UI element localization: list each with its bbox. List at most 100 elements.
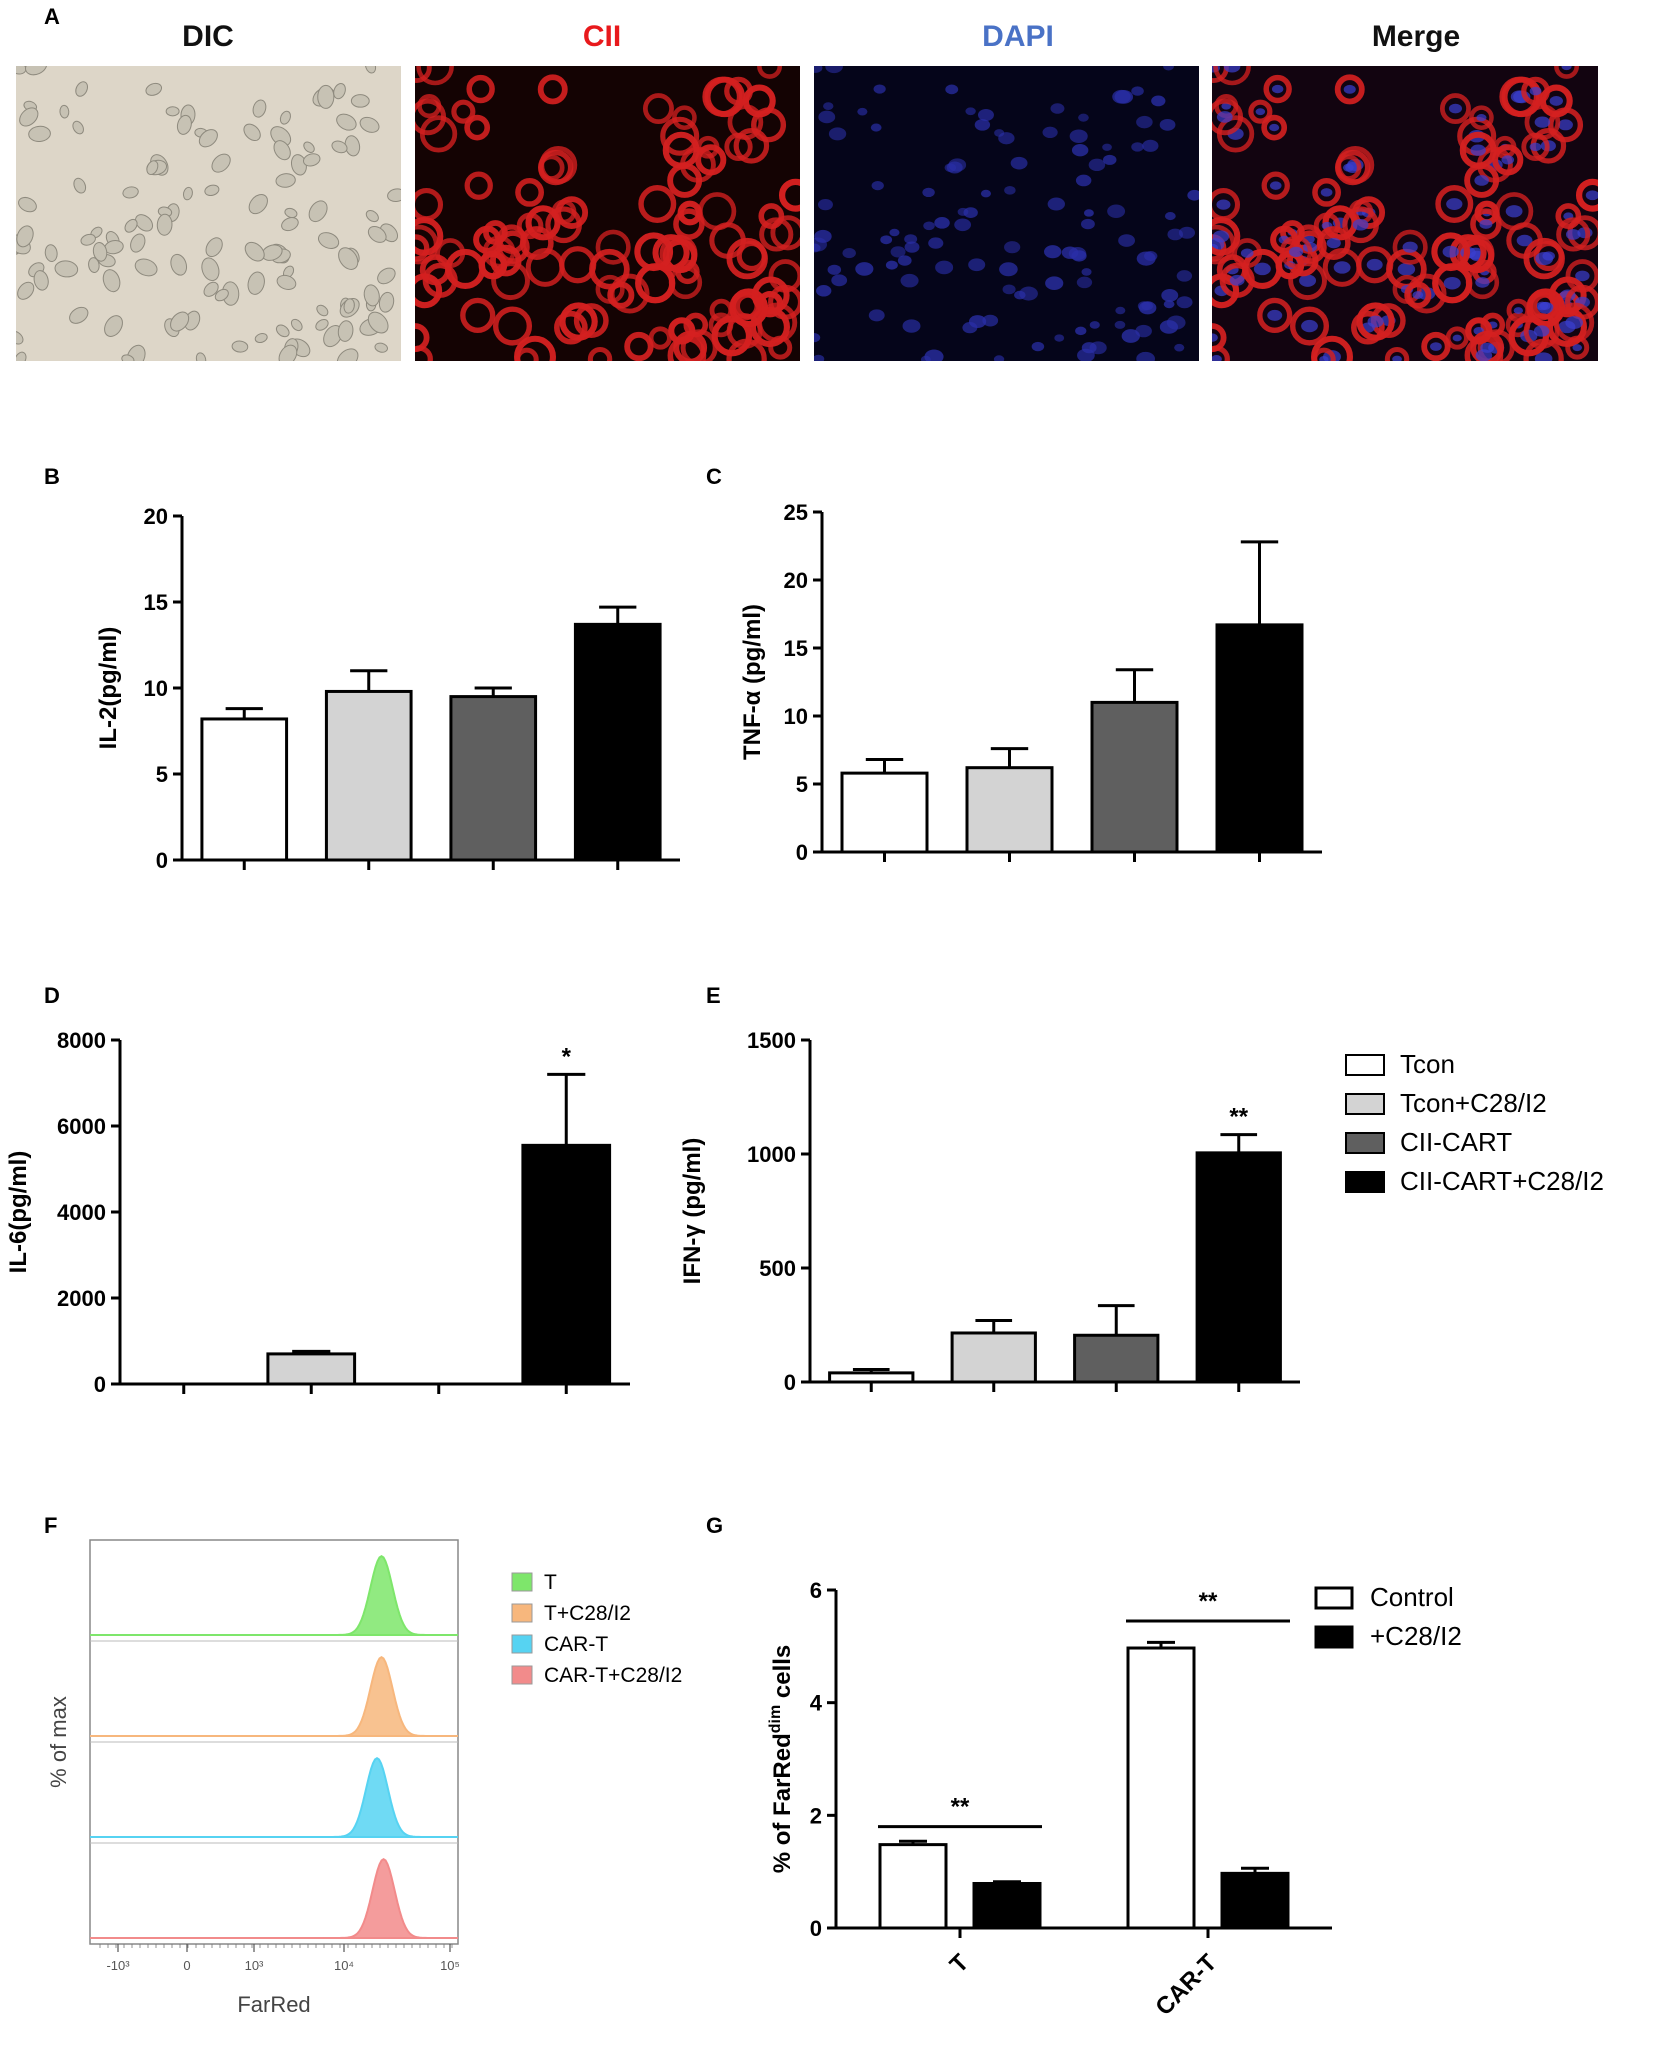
dapi-nucleus: [1047, 197, 1065, 211]
y-tick-label: 20: [144, 504, 168, 529]
dapi-nucleus: [904, 241, 920, 253]
dic-cell: [333, 83, 346, 100]
legend-label-t-c28: T+C28/I2: [544, 1602, 631, 1625]
dic-cell: [317, 232, 340, 249]
merge-nucleus: [1397, 262, 1416, 276]
merge-nucleus: [1475, 349, 1493, 361]
dic-cell: [244, 241, 265, 262]
dic-cell: [315, 319, 329, 331]
dic-cell: [365, 210, 379, 223]
merge-cell: [1312, 177, 1341, 207]
dic-cell: [316, 304, 329, 317]
merge-cell: [1421, 331, 1451, 361]
cii-cell: [492, 306, 533, 346]
dapi-nucleus: [1121, 329, 1140, 343]
dapi-nucleus: [993, 355, 1005, 361]
dapi-nucleus: [1077, 348, 1095, 361]
merge-nucleus: [1533, 325, 1550, 337]
merge-cell: [1248, 99, 1273, 124]
legend-swatch-car-t: [511, 1634, 533, 1654]
chart-ifn-gamma: 0 500 1000 1500 IFN-γ (pg/ml) **: [679, 1028, 1300, 1395]
dic-cell: [170, 253, 188, 276]
y-tick-label: 6: [810, 1578, 822, 1603]
dic-cell: [122, 186, 139, 199]
dapi-nucleus: [1164, 212, 1176, 221]
merge-nucleus: [1299, 274, 1317, 287]
merge-nucleus: [1529, 142, 1542, 152]
y-axis-label-sup: dim: [767, 1705, 784, 1733]
dic-cell: [350, 94, 370, 108]
merge-cell: [1492, 144, 1524, 176]
cii-cell: [624, 331, 654, 361]
legend-label-cii-cart: CII-CART: [1400, 1127, 1512, 1157]
merge-nucleus: [1558, 119, 1573, 131]
merge-nucleus: [1271, 84, 1284, 94]
legend-label-tcon: Tcon: [1400, 1049, 1455, 1079]
legend-label-car-t-c28: CAR-T+C28/I2: [544, 1664, 682, 1687]
y-tick-label: 1500: [747, 1028, 796, 1053]
merge-cell: [1469, 105, 1494, 130]
dic-cell: [363, 284, 380, 307]
merge-nucleus: [1212, 355, 1222, 361]
merge-cell: [1279, 235, 1313, 269]
cii-cell: [545, 206, 582, 244]
panel-letter-b: B: [44, 464, 60, 489]
cii-cell: [757, 66, 783, 79]
x-axis-label: FarRed: [237, 1992, 310, 2017]
image-title-dic: DIC: [182, 20, 234, 53]
dapi-nucleus: [999, 262, 1018, 277]
dic-cell: [204, 184, 220, 197]
merge-nucleus: [1575, 270, 1590, 282]
dic-cell: [16, 330, 24, 345]
dic-cell: [126, 344, 146, 361]
dapi-nucleus: [934, 217, 950, 229]
cii-cell: [662, 131, 700, 169]
bar: [573, 622, 662, 862]
bar: [950, 1331, 1037, 1384]
dic-cell: [75, 81, 89, 97]
dic-cell: [231, 340, 249, 353]
cii-cell: [595, 229, 631, 265]
cii-cell: [648, 326, 672, 350]
merge-nucleus: [1474, 175, 1489, 186]
bar: [840, 771, 929, 854]
cii-cell: [726, 237, 768, 280]
panel-letter-f: F: [44, 1513, 57, 1538]
merge-cell: [1289, 306, 1330, 346]
dapi-nucleus: [831, 274, 848, 287]
cii-cell: [416, 66, 454, 86]
merge-cell: [1435, 185, 1474, 224]
merge-cell: [1565, 259, 1598, 293]
dapi-nucleus: [1061, 246, 1079, 259]
merge-nucleus: [1539, 301, 1551, 310]
dapi-nucleus: [1071, 144, 1089, 157]
merge-nucleus: [1216, 111, 1233, 123]
merge-nucleus: [1535, 252, 1554, 266]
dic-cell: [336, 348, 359, 361]
cii-cell: [642, 93, 674, 125]
dic-cell: [247, 271, 265, 295]
merge-nucleus: [1452, 334, 1462, 342]
legend-swatch-tcon-c28: [1345, 1093, 1385, 1115]
merge-nucleus: [1585, 190, 1598, 201]
merge-cell: [1312, 347, 1336, 361]
cii-cell: [673, 208, 705, 240]
dic-cell: [25, 66, 48, 76]
cii-cell: [778, 178, 800, 212]
cii-cell: [607, 281, 635, 309]
dapi-nucleus: [814, 229, 832, 243]
cii-cell: [491, 261, 530, 301]
cii-cell: [519, 226, 554, 261]
y-axis-label-suffix: cells: [769, 1645, 796, 1705]
bar: [200, 717, 289, 862]
significance-label: **: [1199, 1588, 1218, 1615]
merge-cell: [1342, 206, 1379, 244]
merge-nucleus: [1319, 356, 1329, 361]
cii-cell: [652, 234, 690, 272]
dapi-nucleus: [974, 119, 991, 131]
dapi-nucleus: [944, 163, 957, 172]
cii-cell: [537, 74, 568, 105]
cii-cell: [759, 217, 794, 252]
y-tick-label: 0: [156, 848, 168, 873]
dapi-nucleus: [855, 262, 874, 276]
